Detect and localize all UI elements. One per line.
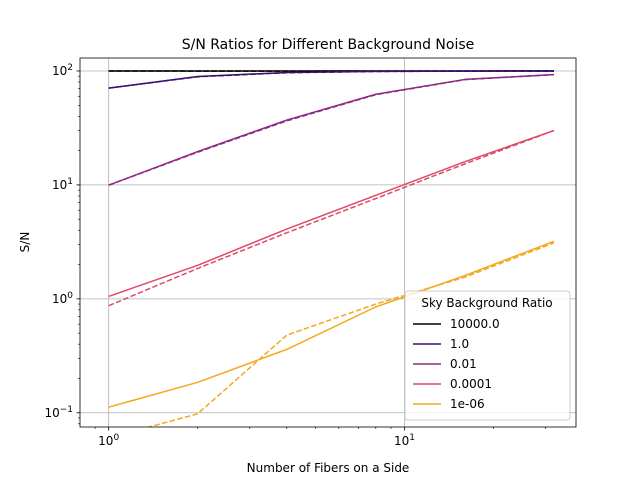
x-tick-label: 100	[98, 433, 119, 448]
chart-title: S/N Ratios for Different Background Nois…	[182, 37, 475, 53]
series-line-solid-6	[108, 129, 555, 298]
series-line-dashed-5	[108, 73, 554, 186]
legend-label: 0.0001	[450, 377, 492, 391]
plot-frame	[79, 57, 577, 428]
legend-entries: 10000.0 1.0 0.01 0.0001 1e-06	[413, 317, 500, 411]
y-tick-label: 10−1	[44, 405, 73, 420]
series-line-dashed-7	[108, 129, 555, 307]
series-line-dashed-9	[146, 242, 555, 427]
y-tick-label: 102	[52, 63, 73, 78]
legend: Sky Background Ratio 10000.0 1.0 0.01 0.000…	[404, 290, 571, 421]
legend-label: 1.0	[450, 337, 469, 351]
x-axis-label: Number of Fibers on a Side	[247, 461, 410, 475]
y-axis-label: S/N	[18, 232, 32, 253]
x-tick-label: 101	[394, 433, 415, 448]
legend-title: Sky Background Ratio	[421, 296, 552, 310]
ticks: 100 101 10−1 100 101 102	[44, 63, 546, 448]
series-layer	[108, 70, 555, 427]
y-tick-label: 101	[52, 177, 73, 192]
legend-label: 10000.0	[450, 317, 500, 331]
legend-box	[404, 290, 571, 421]
legend-label: 0.01	[450, 357, 477, 371]
series-line-solid-8	[108, 240, 555, 408]
legend-label: 1e-06	[450, 397, 485, 411]
y-tick-label: 100	[52, 291, 73, 306]
series-line-dashed-3	[108, 70, 554, 89]
